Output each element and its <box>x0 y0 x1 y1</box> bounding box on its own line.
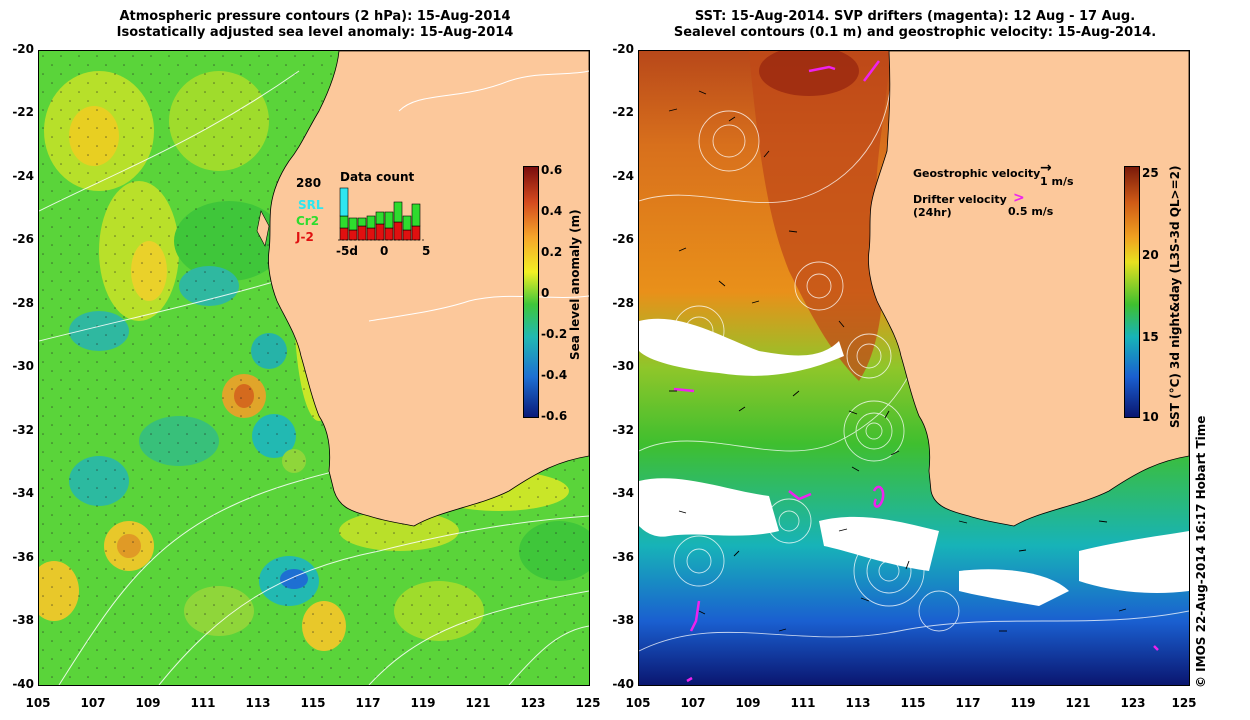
right-title-line2: Sealevel contours (0.1 m) and geostrophi… <box>673 25 1157 40</box>
inset-max-label: 280 <box>296 176 322 190</box>
land-coast-contour <box>368 70 589 322</box>
right-ytick: -34 <box>612 486 634 500</box>
geostrophic-velocity-arrows <box>668 90 1127 632</box>
right-xtick: 119 <box>1010 696 1036 710</box>
sla-colorbar <box>523 166 539 418</box>
left-ytick: -38 <box>12 613 34 627</box>
sla-tick-2: 0.2 <box>541 245 563 259</box>
svp-drifters <box>673 60 1159 683</box>
left-xtick: 109 <box>135 696 161 710</box>
right-ytick: -20 <box>612 42 634 56</box>
left-xtick: 111 <box>190 696 216 710</box>
geostrophic-scale-arrow-icon: → <box>1040 160 1052 176</box>
cloud-gaps <box>639 318 1189 606</box>
right-xtick: 111 <box>790 696 816 710</box>
left-ytick: -26 <box>12 232 34 246</box>
right-xtick: 121 <box>1065 696 1091 710</box>
right-xtick: 109 <box>735 696 761 710</box>
drifter-velocity-sub: (24hr) <box>913 206 952 219</box>
inset-title: Data count <box>340 170 415 184</box>
left-xtick: 123 <box>520 696 546 710</box>
sla-tick-6: -0.6 <box>541 409 568 423</box>
left-ytick: -36 <box>12 550 34 564</box>
left-xtick: 115 <box>300 696 326 710</box>
right-ytick: -36 <box>612 550 634 564</box>
sst-tick-1: 20 <box>1142 248 1159 262</box>
left-ytick: -30 <box>12 359 34 373</box>
sla-tick-5: -0.4 <box>541 368 568 382</box>
right-map <box>638 50 1190 686</box>
left-ytick: -32 <box>12 423 34 437</box>
sst-tick-0: 25 <box>1142 166 1159 180</box>
right-ytick: -38 <box>612 613 634 627</box>
left-xtick: 117 <box>355 696 381 710</box>
right-ytick: -40 <box>612 677 634 691</box>
land-australia <box>868 51 1189 527</box>
left-xtick: 113 <box>245 696 271 710</box>
sea-level-anomaly-map <box>39 51 589 685</box>
sla-tick-4: -0.2 <box>541 327 568 341</box>
drifter-scale-label: 0.5 m/s <box>1008 205 1054 218</box>
left-title-line2: Isostatically adjusted sea level anomaly… <box>116 25 514 40</box>
right-ytick: -24 <box>612 169 634 183</box>
left-ytick: -28 <box>12 296 34 310</box>
right-ytick: -22 <box>612 105 634 119</box>
left-xtick: 105 <box>25 696 51 710</box>
inset-legend-cr2: Cr2 <box>296 214 320 228</box>
left-xtick: 121 <box>465 696 491 710</box>
right-ytick: -28 <box>612 296 634 310</box>
geostrophic-scale-label: 1 m/s <box>1040 175 1074 188</box>
left-xtick: 119 <box>410 696 436 710</box>
sst-tick-3: 10 <box>1142 410 1159 424</box>
imos-credit: © IMOS 22-Aug-2014 16:17 Hobart Time <box>1194 415 1208 688</box>
sla-tick-3: 0 <box>541 286 550 300</box>
geostrophic-velocity-label: Geostrophic velocity <box>913 167 1041 180</box>
sea-level-contours <box>639 51 1189 652</box>
sla-tick-0: 0.6 <box>541 163 563 177</box>
left-ytick: -20 <box>12 42 34 56</box>
inset-legend-j2: J-2 <box>296 230 314 244</box>
data-count-inset: 280 Data count SRL Cr2 J-2 -5d 0 5 <box>296 168 436 268</box>
sla-colorbar-label: Sea level anomaly (m) <box>568 209 582 360</box>
right-title-line1: SST: 15-Aug-2014. SVP drifters (magenta)… <box>694 9 1136 24</box>
inset-legend-srl: SRL <box>298 198 324 212</box>
left-ytick: -40 <box>12 677 34 691</box>
left-ytick: -22 <box>12 105 34 119</box>
right-xtick: 105 <box>625 696 651 710</box>
sst-colorbar <box>1124 166 1140 418</box>
sla-tick-1: 0.4 <box>541 204 563 218</box>
right-xtick: 125 <box>1171 696 1197 710</box>
right-xtick: 117 <box>955 696 981 710</box>
right-xtick: 107 <box>680 696 706 710</box>
land-australia <box>268 51 589 527</box>
left-title-line1: Atmospheric pressure contours (2 hPa): 1… <box>119 9 511 24</box>
left-map <box>38 50 590 686</box>
right-ytick: -26 <box>612 232 634 246</box>
drifter-arrow-icon: > <box>1013 190 1025 206</box>
inset-xtick-0: 0 <box>380 244 389 258</box>
left-ytick: -34 <box>12 486 34 500</box>
right-ytick: -30 <box>612 359 634 373</box>
sst-colorbar-label: SST (°C) 3d night&day (L3S-3d QL>=2) <box>1168 165 1182 429</box>
inset-xtick-5: 5 <box>422 244 431 258</box>
right-ytick: -32 <box>612 423 634 437</box>
left-xtick: 107 <box>80 696 106 710</box>
drifter-velocity-label: Drifter velocity <box>913 193 1007 206</box>
data-count-bars <box>338 187 424 241</box>
right-xtick: 115 <box>900 696 926 710</box>
inset-xtick-neg5: -5d <box>336 244 358 258</box>
shark-bay-island <box>256 210 270 247</box>
right-xtick: 113 <box>845 696 871 710</box>
sst-tick-2: 15 <box>1142 330 1159 344</box>
left-ytick: -24 <box>12 169 34 183</box>
sst-map <box>639 51 1189 685</box>
right-xtick: 123 <box>1120 696 1146 710</box>
left-xtick: 125 <box>575 696 601 710</box>
